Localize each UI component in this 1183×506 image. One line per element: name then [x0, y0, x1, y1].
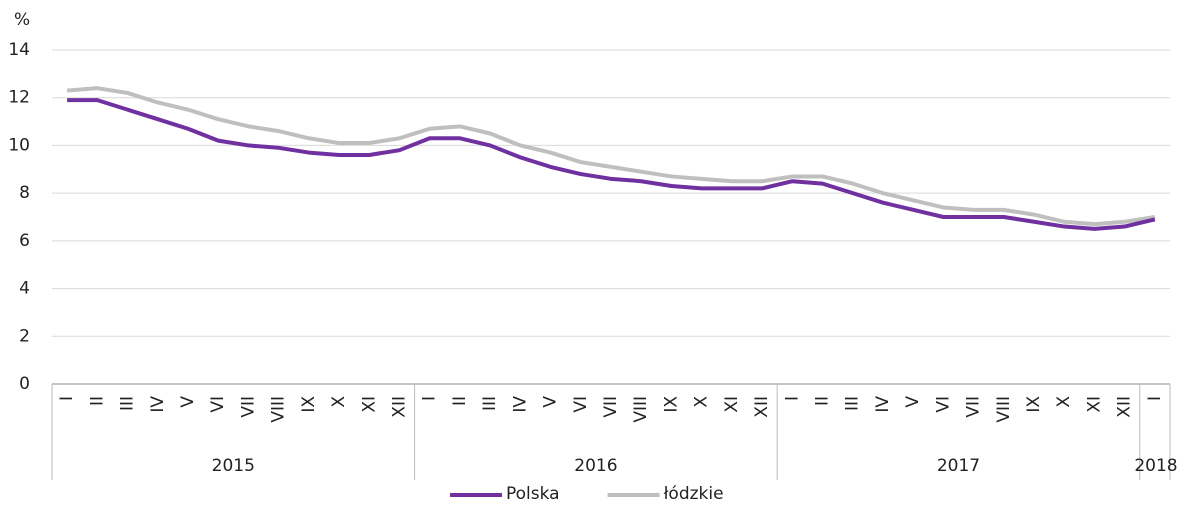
x-tick-label: XII — [389, 396, 409, 418]
x-tick-label: III — [118, 396, 138, 411]
x-tick-label: VII — [601, 396, 621, 418]
x-tick-label: X — [692, 396, 712, 408]
x-tick-label: III — [480, 396, 500, 411]
x-tick-label: II — [87, 396, 107, 406]
group-label: 2017 — [937, 456, 980, 476]
x-tick-label: II — [813, 396, 833, 406]
x-tick-label: VIII — [269, 396, 289, 423]
x-tick-label: VIII — [994, 396, 1014, 423]
x-tick-label: II — [450, 396, 470, 406]
x-tick-label: IV — [510, 396, 530, 413]
x-tick-label: VIII — [631, 396, 651, 423]
x-tick-label: VI — [571, 396, 591, 413]
series-line — [66, 86, 1156, 227]
y-tick-label: 12 — [8, 88, 30, 108]
group-label: 2016 — [574, 456, 617, 476]
x-tick-label: VII — [964, 396, 984, 418]
group-label: 2015 — [212, 456, 255, 476]
y-tick-label: 0 — [19, 374, 30, 394]
x-tick-label: IX — [1024, 396, 1044, 413]
x-tick-label: V — [541, 396, 561, 408]
x-tick-label: I — [782, 396, 802, 401]
y-tick-label: 6 — [19, 231, 30, 251]
y-tick-label: 2 — [19, 326, 30, 346]
x-tick-label: I — [420, 396, 440, 401]
y-tick-label: 4 — [19, 279, 30, 299]
x-tick-label: III — [843, 396, 863, 411]
x-tick-label: IX — [661, 396, 681, 413]
x-tick-label: XII — [752, 396, 772, 418]
x-tick-label: X — [329, 396, 349, 408]
x-tick-label: VII — [238, 396, 258, 418]
x-tick-label: V — [178, 396, 198, 408]
x-tick-label: XI — [359, 396, 379, 413]
x-tick-label: IX — [299, 396, 319, 413]
y-tick-label: 10 — [8, 135, 30, 155]
x-tick-label: XII — [1115, 396, 1135, 418]
legend-label: łódzkie — [664, 484, 724, 504]
legend-label: Polska — [506, 484, 560, 504]
x-tick-label: VI — [933, 396, 953, 413]
x-tick-label: I — [57, 396, 77, 401]
y-axis-label: % — [14, 10, 30, 30]
y-tick-label: 8 — [19, 183, 30, 203]
series-line — [67, 98, 1156, 231]
group-label: 2018 — [1134, 456, 1177, 476]
x-tick-label: VI — [208, 396, 228, 413]
x-tick-label: X — [1054, 396, 1074, 408]
x-tick-label: V — [903, 396, 923, 408]
x-tick-label: XI — [1084, 396, 1104, 413]
x-tick-label: IV — [873, 396, 893, 413]
x-tick-label: I — [1145, 396, 1165, 401]
y-tick-label: 14 — [8, 40, 30, 60]
x-tick-label: XI — [722, 396, 742, 413]
x-tick-label: IV — [148, 396, 168, 413]
